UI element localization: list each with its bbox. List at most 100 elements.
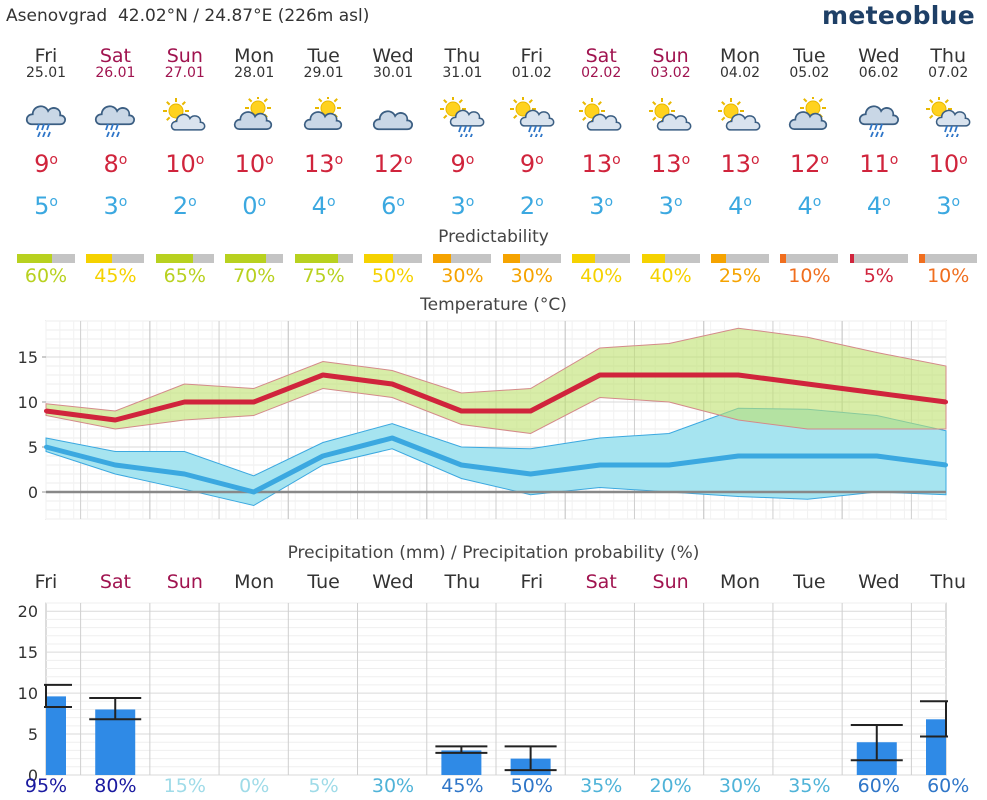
degree-sign: o [951, 194, 961, 210]
max-temperature: 8o [80, 150, 150, 178]
min-temperature-value: 4 [866, 192, 883, 220]
max-temperature-line-point [251, 400, 256, 404]
degree-sign: o [604, 194, 614, 210]
predictability-percent: 5% [844, 265, 914, 287]
predictability-percent: 10% [774, 265, 844, 287]
min-temperature-value: 0 [242, 192, 258, 220]
precip-day-label: Fri [34, 571, 58, 593]
min-temperature: 3o [913, 192, 983, 220]
day-name-line: Wed [844, 46, 914, 66]
min-temperature-line [45, 435, 947, 495]
predictability-value: 70% [233, 265, 276, 287]
max-temperature-line-point [320, 373, 325, 377]
predictability-percent: 30% [497, 265, 567, 287]
degree-sign: o [750, 152, 760, 168]
day-header: Tue 29.01 [289, 46, 359, 81]
degree-sign: o [49, 152, 58, 168]
day-name: Fri [520, 45, 544, 67]
day-header: Mon 04.02 [705, 46, 775, 81]
max-temperature-line [45, 372, 947, 423]
day-name-line: Sat [566, 46, 636, 66]
precip-day-name: Fri [497, 572, 567, 592]
precipitation-probability: 50% [510, 775, 553, 797]
day-date: 31.01 [442, 65, 483, 81]
day-header: Sun 03.02 [636, 46, 706, 81]
precipitation-probability: 60% [857, 775, 900, 797]
sun-cloud-icon [648, 97, 694, 137]
max-temperature-value: 10 [234, 150, 266, 178]
precipitation-probability: 5% [308, 775, 339, 797]
precip-day-line: Tue [774, 572, 844, 592]
cloud-rain-icon [23, 97, 69, 138]
max-temperature-line-point [874, 391, 879, 395]
max-temperature-line-point [113, 418, 118, 422]
max-temperature-value: 10 [165, 150, 196, 178]
day-name-line: Fri [497, 46, 567, 66]
precip-day-line: Wed [844, 572, 914, 592]
precip-day-label: Thu [444, 571, 481, 593]
predictability-percent: 50% [358, 265, 428, 287]
max-temperature-line-point [459, 409, 464, 413]
predictability-fill [502, 254, 521, 263]
degree-sign: o [265, 152, 274, 168]
day-date-line: 07.02 [913, 66, 983, 81]
min-temperature-line-point [667, 463, 672, 467]
sun-cloud-icon [162, 97, 208, 137]
max-temperature-line-point [528, 409, 533, 413]
predictability-value: 60% [24, 265, 68, 287]
degree-sign: o [535, 152, 544, 168]
max-temperature-line-point [667, 373, 672, 377]
max-temperature-value: 12 [373, 150, 404, 178]
max-temperature-line-point [736, 373, 741, 377]
day-name: Sun [166, 45, 203, 67]
min-temperature-value: 3 [450, 192, 466, 220]
predictability-bar [225, 254, 284, 263]
predictability-value: 65% [163, 265, 206, 287]
location-name: Asenovgrad [6, 6, 108, 26]
degree-sign: o [673, 194, 683, 210]
max-temperature: 13o [566, 150, 636, 178]
min-temperature: 5o [11, 192, 81, 220]
max-temperature-value: 12 [789, 150, 821, 178]
predictability-bar [17, 254, 75, 263]
precip-day-label: Sat [99, 571, 131, 593]
precip-day-line: Fri [497, 572, 567, 592]
min-temperature-line-point [182, 472, 187, 476]
max-temperature: 9o [427, 150, 497, 178]
max-temperature-line-point [182, 400, 187, 404]
sun-cloud-rain-icon [509, 96, 555, 140]
day-date-line: 29.01 [289, 66, 359, 81]
precip-day-name: Tue [289, 572, 359, 592]
degree-sign: o [188, 194, 197, 210]
min-temperature: 0o [219, 192, 289, 220]
degree-sign: o [882, 194, 891, 210]
precip-day-line: Thu [913, 572, 983, 592]
y-tick-label: 15 [18, 348, 38, 367]
predictability-percent: 75% [289, 265, 359, 287]
day-date-line: 04.02 [705, 66, 775, 81]
max-temperature-line-point [944, 400, 948, 404]
predictability-fill [849, 254, 854, 263]
sun-cloud-rain-icon [439, 96, 485, 140]
precip-day-line: Thu [427, 572, 497, 592]
day-header: Fri 01.02 [497, 46, 567, 81]
predictability-bar [86, 254, 145, 263]
predictability-bar [433, 254, 492, 263]
day-date: 28.01 [234, 65, 275, 81]
min-temperature: 3o [566, 192, 636, 220]
predictability-bar [641, 254, 700, 263]
precip-day-label: Wed [858, 571, 900, 593]
max-temperature-value: 8 [103, 150, 119, 178]
precipitation-probability: 80% [94, 775, 137, 797]
day-name: Tue [307, 45, 340, 67]
predictability-bar [919, 254, 978, 263]
precip-day-label: Wed [372, 571, 414, 593]
predictability-value: 30% [510, 265, 553, 287]
min-temperature: 2o [497, 192, 567, 220]
degree-sign: o [195, 152, 205, 168]
meteoblue-logo[interactable]: meteoblue [821, 1, 975, 30]
max-temperature: 13o [705, 150, 775, 178]
day-header: Wed 06.02 [844, 46, 914, 81]
day-name: Mon [719, 45, 761, 67]
min-temperature-value: 3 [936, 192, 952, 220]
